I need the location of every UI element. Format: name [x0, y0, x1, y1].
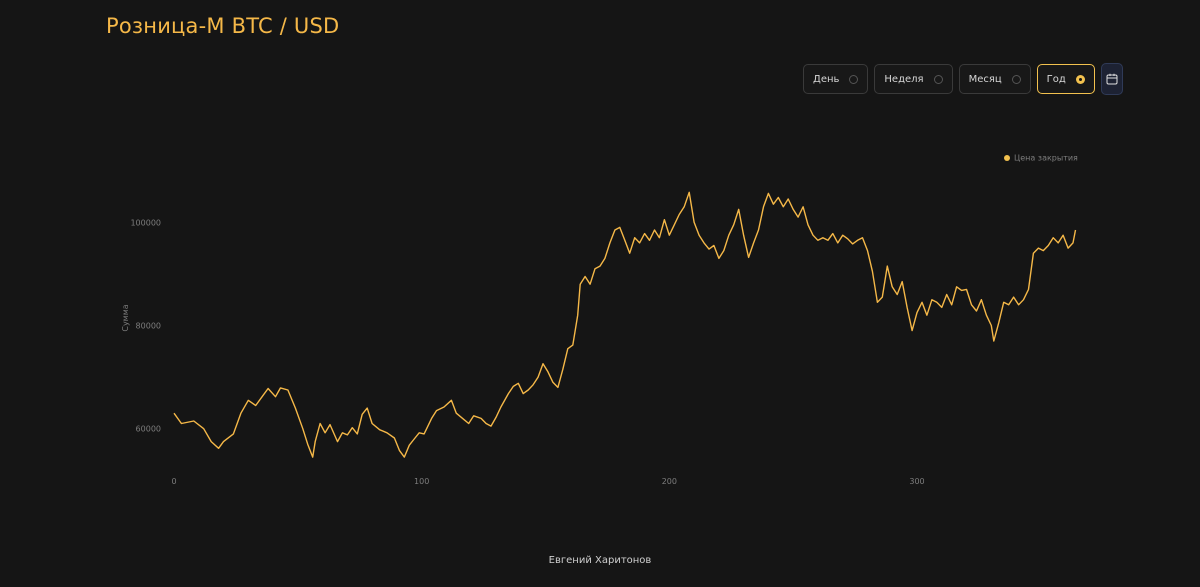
- x-tick-label: 100: [414, 477, 429, 486]
- series-line-close-price: [173, 191, 1077, 458]
- radio-icon[interactable]: [933, 74, 943, 84]
- page-title: Розница-М BTC / USD: [106, 14, 340, 38]
- radio-icon[interactable]: [849, 74, 859, 84]
- period-week-label: Неделя: [884, 73, 924, 85]
- legend: Цена закрытия: [1004, 154, 1078, 163]
- period-month-button[interactable]: Месяц: [958, 64, 1031, 94]
- calendar-icon: [1106, 73, 1118, 85]
- radio-selected-icon[interactable]: [1075, 74, 1085, 84]
- y-tick-label: 60000: [136, 425, 161, 434]
- x-axis: 0 100 200 300: [171, 477, 924, 486]
- footer-author: Евгений Харитонов: [548, 555, 652, 566]
- y-axis-title: Сумма: [121, 304, 130, 331]
- period-day-button[interactable]: День: [803, 64, 869, 94]
- period-day-label: День: [813, 73, 840, 85]
- calendar-button[interactable]: [1100, 63, 1123, 95]
- legend-label: Цена закрытия: [1014, 154, 1078, 163]
- x-tick-label: 200: [662, 477, 677, 486]
- period-month-label: Месяц: [968, 73, 1002, 85]
- period-selector: День Неделя Месяц Год: [803, 63, 1123, 95]
- period-year-button[interactable]: Год: [1036, 64, 1095, 94]
- period-year-label: Год: [1046, 73, 1066, 85]
- y-tick-label: 100000: [130, 218, 161, 227]
- period-week-button[interactable]: Неделя: [874, 64, 953, 94]
- y-tick-label: 80000: [136, 321, 161, 330]
- legend-marker: [1004, 155, 1010, 161]
- x-tick-label: 0: [171, 477, 176, 486]
- x-tick-label: 300: [909, 477, 924, 486]
- radio-icon[interactable]: [1011, 74, 1021, 84]
- y-axis: 60000 80000 100000: [130, 218, 161, 433]
